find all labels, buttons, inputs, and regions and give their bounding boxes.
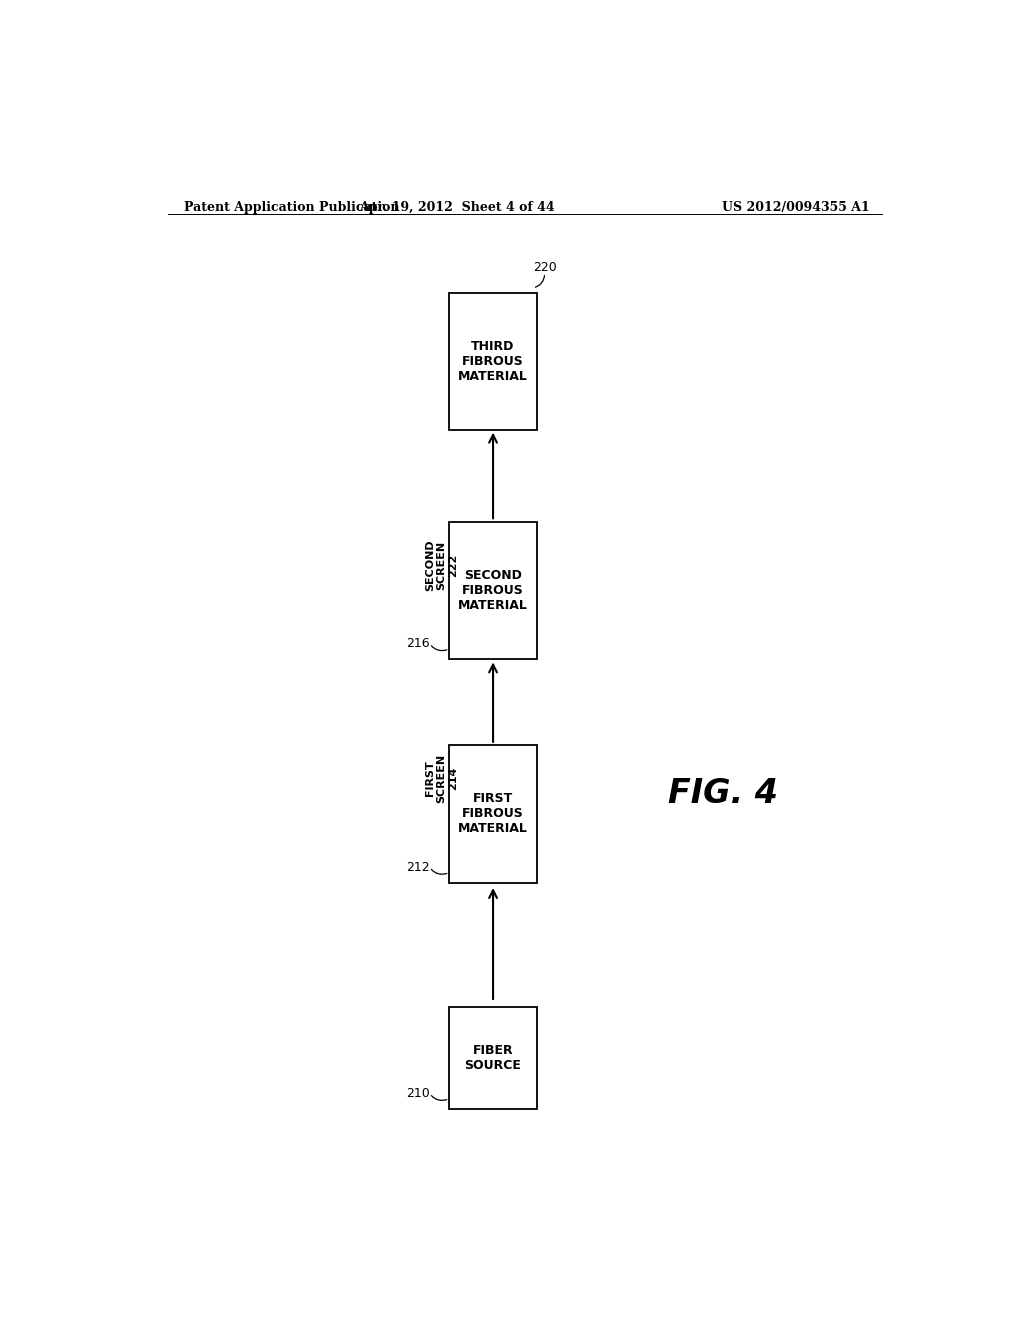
Text: 220: 220	[532, 261, 556, 275]
Text: Apr. 19, 2012  Sheet 4 of 44: Apr. 19, 2012 Sheet 4 of 44	[359, 201, 555, 214]
Text: THIRD
FIBROUS
MATERIAL: THIRD FIBROUS MATERIAL	[458, 341, 528, 383]
Bar	[450, 293, 537, 430]
Text: FIRST
SCREEN
214: FIRST SCREEN 214	[425, 754, 458, 803]
Text: US 2012/0094355 A1: US 2012/0094355 A1	[722, 201, 870, 214]
Text: SECOND
SCREEN
222: SECOND SCREEN 222	[425, 539, 458, 591]
Text: FIBER
SOURCE: FIBER SOURCE	[465, 1044, 521, 1072]
Text: FIRST
FIBROUS
MATERIAL: FIRST FIBROUS MATERIAL	[458, 792, 528, 836]
Text: FIG. 4: FIG. 4	[668, 777, 777, 810]
Bar	[450, 1007, 537, 1109]
Text: 210: 210	[406, 1086, 429, 1100]
Text: SECOND
FIBROUS
MATERIAL: SECOND FIBROUS MATERIAL	[458, 569, 528, 612]
Text: 212: 212	[406, 861, 429, 874]
Text: 216: 216	[406, 638, 429, 651]
Bar	[450, 746, 537, 883]
Text: Patent Application Publication: Patent Application Publication	[183, 201, 399, 214]
Bar	[450, 521, 537, 659]
